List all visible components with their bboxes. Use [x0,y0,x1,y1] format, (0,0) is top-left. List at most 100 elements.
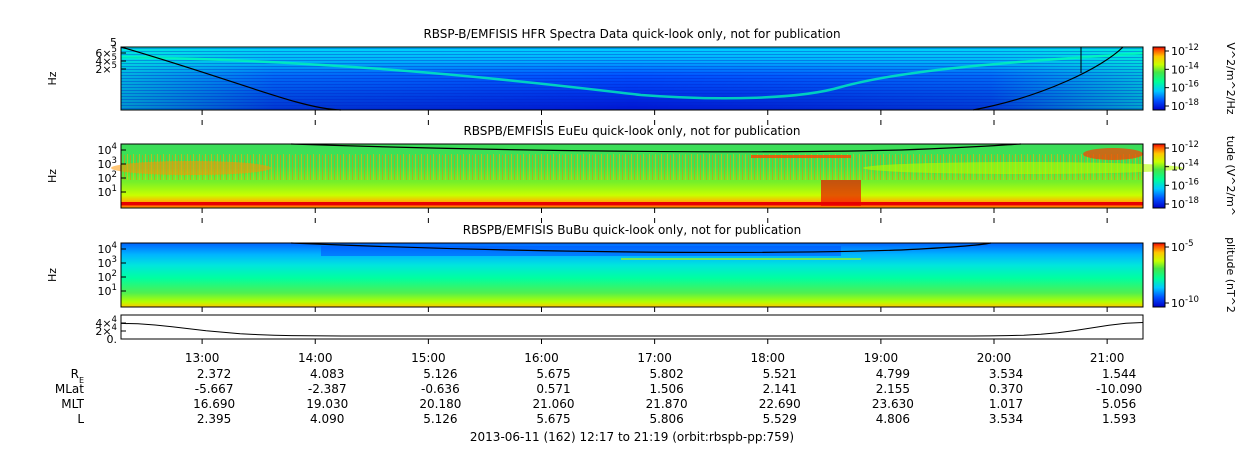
ephemeris-value: 2.141 [763,382,797,396]
spectrogram-panel-3: RBSPB/EMFISIS BuBu quick-look only, not … [46,223,1237,322]
panel-1-ytick-label-times: × [102,63,111,76]
ephemeris-value: 5.675 [536,367,570,381]
altitude-line [120,322,1144,337]
time-axis: 13:00 14:00 15:00 16:00 17:00 18:00 19:00 20:00… [185,339,1125,365]
line-panel-frame [120,314,1144,340]
line-panel-ytick-label: 0. [107,333,118,346]
colorbar-1-tick-label-exponent: -14 [1185,61,1199,71]
panel-3-colorbar [1152,242,1166,308]
panel-3-ytick-label-exponent: 3 [112,255,117,265]
ephemeris-table: RE 2.372 4.083 5.126 5.675 5.802 5.521 4.799 3.5… [55,367,1142,426]
panel-1-title: RBSP-B/EMFISIS HFR Spectra Data quick-lo… [423,27,840,41]
footer-label: 2013-06-11 (162) 12:17 to 21:19 (orbit:r… [470,430,794,444]
panel-1-ytick-label-exponent: 5 [112,45,117,55]
colorbar-2-tick-label-mantissa: 10 [1171,161,1185,174]
ephemeris-row-label-main: MLat [55,382,84,396]
ephemeris-value: 3.534 [989,367,1023,381]
panel-1-ytick-label: 4×5 [95,53,117,68]
ephemeris-row-label-main: R [71,367,79,381]
hfr-interference-lines [121,47,1143,110]
time-tick-label: 20:00 [977,351,1012,365]
colorbar-2-tick-label-exponent: -16 [1185,177,1199,187]
panel-3-ytick-label-mantissa: 10 [98,271,112,284]
eueu-hiss-band-right [863,162,1183,174]
panel-3-ytick-label-mantissa: 10 [98,285,112,298]
colorbar-2-tick-label: 10-14 [1171,159,1199,174]
colorbar-2-tick-label: 10-18 [1171,196,1199,211]
eueu-cyclotron-line [290,143,1022,153]
spectrogram-panel-2: RBSPB/EMFISIS EuEu quick-look only, not … [46,124,1237,223]
colorbar-2-tick-label: 10-16 [1171,177,1199,192]
ephemeris-value: 5.806 [649,412,683,426]
ephemeris-value: -5.667 [195,382,234,396]
ephemeris-row-label: L [77,412,84,426]
panel-3-ytick-label-exponent: 4 [112,241,117,251]
panel-1-frame [120,46,1144,111]
time-tick-label: 13:00 [185,351,220,365]
colorbar-2-tick-label-exponent: -12 [1185,140,1199,150]
ephemeris-value: 21.870 [646,397,688,411]
ephemeris-value: 5.126 [423,367,457,381]
ephemeris-value: 23.630 [872,397,914,411]
panel-3-ytick-label: 104 [98,241,117,256]
colorbar-1-tick-label-exponent: -18 [1185,98,1199,108]
ephemeris-row-label-sub: E [79,376,84,385]
panel-3-ytick-label-exponent: 1 [112,283,117,293]
colorbar-2-tick-label-mantissa: 10 [1171,198,1185,211]
panel-2-colorbar-label: tude (V^2/m^ [1224,136,1237,216]
panel-3-ytick-label-mantissa: 10 [98,243,112,256]
colorbar-2-tick-label-mantissa: 10 [1171,142,1185,155]
panel-3-ylabel: Hz [46,268,59,282]
colorbar-3-tick-label-exponent: -5 [1185,239,1194,249]
panel-2-ytick-label: 104 [98,142,117,157]
eueu-hiss-band-left [111,161,271,175]
ephemeris-value: 2.372 [197,367,231,381]
panel-1-ytick-label-mantissa: 6 [95,47,102,60]
line-panel-ytick-label: 4×4 [95,315,117,330]
ephemeris-value: 3.534 [989,412,1023,426]
panel-1-colorbar-label: V^2/m^2/Hz [1224,42,1237,114]
colorbar-1-tick-label: 10-18 [1171,98,1199,113]
ephemeris-value: 5.675 [536,412,570,426]
time-tick-label: 19:00 [864,351,899,365]
panel-2-ytick-label-mantissa: 10 [98,172,112,185]
time-tick-label: 18:00 [750,351,785,365]
ephemeris-row-label: MLT [61,397,84,411]
panel-1-ytick-label-exponent: 5 [112,61,117,71]
panel-3-title: RBSPB/EMFISIS BuBu quick-look only, not … [463,223,801,237]
ephemeris-value: 22.690 [759,397,801,411]
ephemeris-row-label-main: MLT [61,397,84,411]
eueu-low-frequency-band [121,202,1143,205]
cyclotron-frequency-line [120,46,1124,111]
time-tick-label: 16:00 [524,351,559,365]
colorbar-3-tick-label: 10-10 [1171,295,1199,310]
time-tick-label: 17:00 [637,351,672,365]
panel-1-ytop-label: 5 [110,36,117,49]
colorbar-3-tick-label-mantissa: 10 [1171,297,1185,310]
ephemeris-value: 0.370 [989,382,1023,396]
colorbar-2-tick-label-exponent: -18 [1185,196,1199,206]
panel-3-ytick-label: 103 [98,255,117,270]
time-tick-label: 14:00 [298,351,333,365]
bubu-narrowband-line [621,258,861,260]
panel-2-ytick-label: 103 [98,156,117,171]
panel-2-ytick-label: 101 [98,184,117,199]
line-panel-yticks: 4×42×40. [95,315,126,346]
ephemeris-value: 20.180 [419,397,461,411]
time-tick-label: 21:00 [1090,351,1125,365]
ephemeris-value: 5.056 [1102,397,1136,411]
panel-3-ytick-label: 101 [98,283,117,298]
panel-2-ytick-label: 102 [98,170,117,185]
ephemeris-value: -2.387 [308,382,347,396]
colorbar-3-tick-label: 10-5 [1171,239,1194,254]
eueu-narrowband-line [751,155,851,158]
panel-2-ytick-label-mantissa: 10 [98,158,112,171]
eueu-burst [821,180,861,206]
colorbar-1-tick-label: 10-12 [1171,43,1199,58]
spectrogram-panel-1: RBSP-B/EMFISIS HFR Spectra Data quick-lo… [46,27,1237,125]
ephemeris-value: 16.690 [193,397,235,411]
colorbar-1-tick-label-mantissa: 10 [1171,100,1185,113]
colorbar-2-tick-label-mantissa: 10 [1171,179,1185,192]
panel-1-ytick-label: 2×5 [95,61,117,76]
panel-2-ylabel: Hz [46,169,59,183]
